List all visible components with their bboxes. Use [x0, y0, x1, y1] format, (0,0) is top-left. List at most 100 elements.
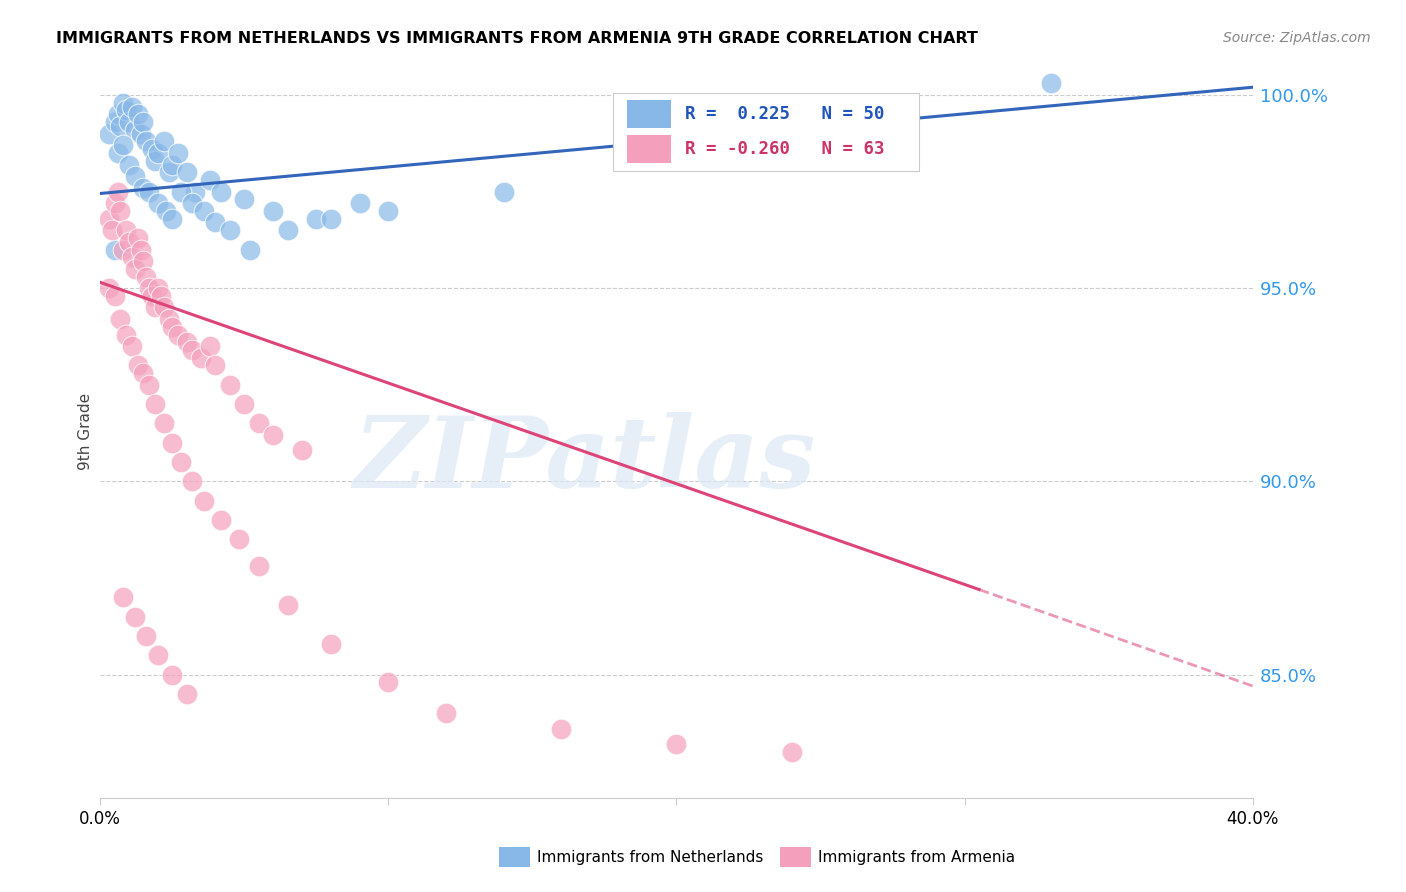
Point: [110, 203, 132, 218]
Point: [162, 667, 184, 681]
Point: [132, 366, 155, 380]
Point: [162, 319, 184, 334]
Point: [209, 185, 232, 199]
Point: [550, 722, 572, 736]
Point: [184, 185, 207, 199]
Point: [319, 211, 342, 226]
Point: [146, 196, 169, 211]
Point: [104, 196, 127, 211]
Point: [110, 312, 132, 326]
Point: [198, 173, 221, 187]
Point: [135, 629, 157, 643]
Point: [129, 127, 152, 141]
Text: ZIPatlas: ZIPatlas: [353, 412, 815, 508]
Point: [124, 122, 146, 136]
Point: [665, 737, 688, 751]
Point: [434, 706, 457, 720]
Point: [176, 165, 198, 179]
Point: [124, 261, 146, 276]
Point: [176, 335, 198, 350]
Point: [291, 443, 314, 458]
Point: [319, 637, 342, 651]
Text: R = -0.260   N = 63: R = -0.260 N = 63: [685, 140, 884, 158]
Point: [218, 223, 240, 237]
Point: [104, 289, 127, 303]
Point: [107, 185, 129, 199]
Point: [112, 95, 135, 110]
Point: [204, 215, 226, 229]
Point: [181, 343, 204, 357]
Point: [1040, 76, 1063, 90]
Text: IMMIGRANTS FROM NETHERLANDS VS IMMIGRANTS FROM ARMENIA 9TH GRADE CORRELATION CHA: IMMIGRANTS FROM NETHERLANDS VS IMMIGRANT…: [56, 31, 979, 46]
Text: Source: ZipAtlas.com: Source: ZipAtlas.com: [1223, 31, 1371, 45]
Point: [190, 351, 212, 365]
Point: [97, 211, 120, 226]
Point: [104, 115, 127, 129]
Point: [143, 153, 166, 168]
Point: [107, 145, 129, 160]
Point: [112, 243, 135, 257]
Point: [193, 203, 215, 218]
Point: [152, 301, 174, 315]
Point: [97, 281, 120, 295]
Point: [193, 493, 215, 508]
Point: [239, 243, 262, 257]
Point: [115, 223, 138, 237]
Point: [276, 223, 298, 237]
Point: [149, 289, 172, 303]
Point: [176, 687, 198, 701]
Point: [181, 475, 204, 489]
Point: [167, 327, 190, 342]
Point: [143, 301, 166, 315]
Point: [665, 95, 688, 110]
Point: [97, 127, 120, 141]
Point: [127, 231, 149, 245]
Point: [181, 196, 204, 211]
Point: [124, 609, 146, 624]
FancyBboxPatch shape: [627, 136, 671, 163]
Point: [162, 435, 184, 450]
Point: [146, 281, 169, 295]
Point: [110, 119, 132, 133]
Point: [157, 165, 180, 179]
Point: [107, 107, 129, 121]
Point: [135, 269, 157, 284]
Point: [349, 196, 371, 211]
Point: [167, 145, 190, 160]
Point: [162, 211, 184, 226]
Point: [115, 103, 138, 118]
Point: [262, 428, 284, 442]
Point: [247, 417, 270, 431]
Point: [276, 598, 298, 612]
Point: [132, 115, 155, 129]
Point: [247, 559, 270, 574]
Point: [152, 134, 174, 148]
Point: [228, 533, 250, 547]
Point: [198, 339, 221, 353]
Point: [305, 211, 328, 226]
Point: [132, 180, 155, 194]
Point: [204, 359, 226, 373]
Text: R =  0.225   N = 50: R = 0.225 N = 50: [685, 105, 884, 123]
FancyBboxPatch shape: [627, 100, 671, 128]
Point: [138, 281, 160, 295]
Y-axis label: 9th Grade: 9th Grade: [79, 392, 93, 470]
Point: [141, 289, 163, 303]
Text: Immigrants from Armenia: Immigrants from Armenia: [818, 850, 1015, 864]
Point: [129, 243, 152, 257]
Point: [118, 157, 141, 171]
Point: [115, 327, 138, 342]
Point: [780, 745, 803, 759]
Point: [138, 377, 160, 392]
Point: [157, 312, 180, 326]
Point: [138, 185, 160, 199]
Point: [262, 203, 284, 218]
Point: [127, 107, 149, 121]
Point: [170, 185, 193, 199]
Point: [143, 397, 166, 411]
Point: [146, 648, 169, 663]
Point: [135, 134, 157, 148]
Point: [152, 417, 174, 431]
Point: [146, 145, 169, 160]
Point: [124, 169, 146, 183]
